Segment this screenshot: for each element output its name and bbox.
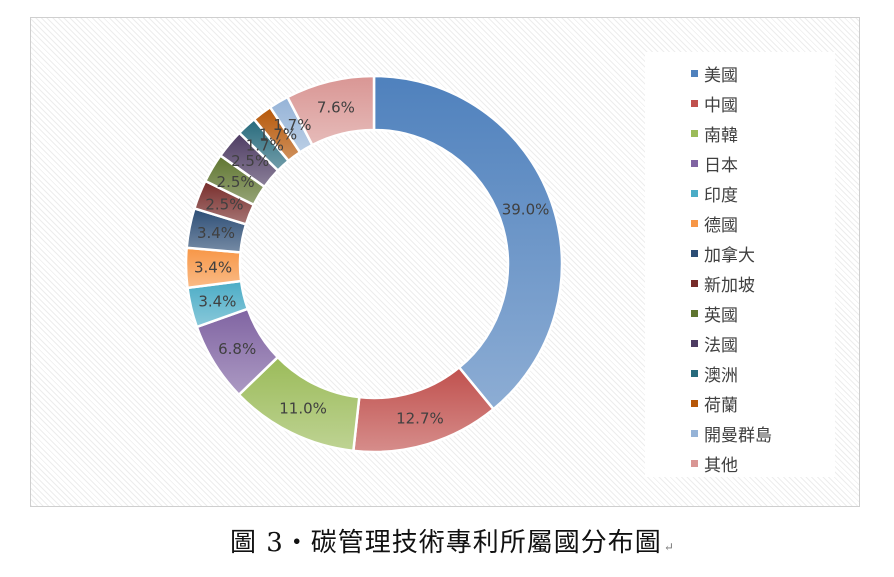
legend-label: 美國 — [704, 65, 738, 86]
data-label-13: 7.6% — [317, 99, 355, 117]
legend-label: 南韓 — [704, 125, 738, 146]
legend-item: 法國 — [691, 328, 835, 358]
legend-item: 日本 — [691, 148, 835, 178]
donut-data-labels: 39.0% 12.7% 11.0% 6.8% 3.4% 3.4% 3.4% 2.5% 2.5% 2… — [194, 99, 549, 428]
legend-swatch — [691, 429, 698, 437]
legend-swatch — [691, 249, 698, 257]
legend-item: 加拿大 — [691, 238, 835, 268]
legend-item: 澳洲 — [691, 358, 835, 388]
legend-label: 法國 — [704, 335, 738, 356]
legend-label: 新加坡 — [704, 275, 755, 296]
legend-swatch — [691, 339, 698, 347]
legend-item: 新加坡 — [691, 268, 835, 298]
donut-slice-0 — [372, 74, 564, 411]
legend-item: 荷蘭 — [691, 388, 835, 418]
legend-swatch — [691, 69, 698, 77]
data-label-1: 12.7% — [396, 409, 444, 427]
donut-chart: 39.0% 12.7% 11.0% 6.8% 3.4% 3.4% 3.4% 2.5% 2.5% 2… — [184, 74, 564, 454]
donut-slice-13 — [285, 74, 376, 147]
data-label-2: 11.0% — [279, 400, 327, 418]
legend-label: 英國 — [704, 305, 738, 326]
legend-item: 印度 — [691, 178, 835, 208]
legend-swatch — [691, 279, 698, 287]
chart-frame: 39.0% 12.7% 11.0% 6.8% 3.4% 3.4% 3.4% 2.5% 2.5% 2… — [30, 17, 860, 507]
legend-label: 開曼群島 — [704, 425, 772, 446]
donut-slices — [184, 74, 564, 454]
legend-swatch — [691, 129, 698, 137]
legend-item: 美國 — [691, 58, 835, 88]
data-label-5: 3.4% — [194, 258, 232, 276]
legend-swatch — [691, 159, 698, 167]
paragraph-mark: ↵ — [663, 540, 675, 554]
legend-label: 中國 — [704, 95, 738, 116]
legend-item: 開曼群島 — [691, 418, 835, 448]
legend-swatch — [691, 219, 698, 227]
data-label-12: 1.7% — [273, 116, 311, 134]
legend-label: 加拿大 — [704, 245, 755, 266]
legend-swatch — [691, 99, 698, 107]
data-label-11: 1.7% — [259, 126, 297, 144]
legend-item: 南韓 — [691, 118, 835, 148]
data-label-4: 3.4% — [198, 292, 236, 310]
legend-swatch — [691, 189, 698, 197]
legend-label: 其他 — [704, 455, 738, 476]
legend-label: 日本 — [704, 155, 738, 176]
legend-label: 印度 — [704, 185, 738, 206]
legend-swatch — [691, 309, 698, 317]
legend-label: 澳洲 — [704, 365, 738, 386]
data-label-9: 2.5% — [231, 152, 269, 170]
data-label-6: 3.4% — [197, 224, 235, 242]
legend-item: 其他 — [691, 448, 835, 478]
legend-swatch — [691, 399, 698, 407]
data-label-0: 39.0% — [502, 201, 550, 219]
data-label-10: 1.7% — [246, 137, 284, 155]
legend-item: 德國 — [691, 208, 835, 238]
chart-legend: 美國中國南韓日本印度德國加拿大新加坡英國法國澳洲荷蘭開曼群島其他 — [645, 52, 835, 477]
legend-label: 荷蘭 — [704, 395, 738, 416]
legend-swatch — [691, 459, 698, 467]
data-label-7: 2.5% — [205, 195, 243, 213]
legend-swatch — [691, 369, 698, 377]
data-label-3: 6.8% — [218, 340, 256, 358]
caption-text: 圖 3‧碳管理技術專利所屬國分布圖 — [230, 528, 662, 558]
data-label-8: 2.5% — [217, 173, 255, 191]
legend-label: 德國 — [704, 215, 738, 236]
figure-caption: 圖 3‧碳管理技術專利所屬國分布圖 ↵ — [230, 522, 750, 559]
legend-item: 中國 — [691, 88, 835, 118]
legend-item: 英國 — [691, 298, 835, 328]
